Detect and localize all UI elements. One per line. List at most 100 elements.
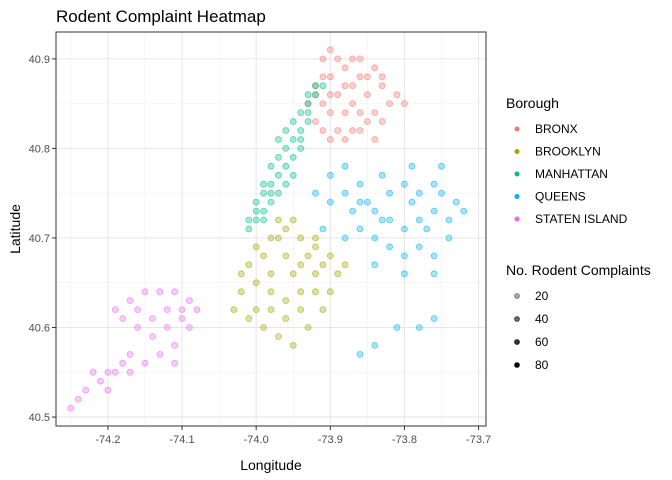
data-point-manhattan bbox=[252, 198, 260, 206]
data-point-bronx bbox=[341, 136, 349, 143]
data-point-queens bbox=[415, 189, 423, 197]
data-point-staten-island bbox=[163, 324, 171, 331]
data-point-manhattan bbox=[312, 91, 319, 99]
data-point-queens bbox=[445, 234, 453, 242]
data-point-brooklyn bbox=[252, 279, 260, 287]
data-point-brooklyn bbox=[297, 288, 305, 296]
data-point-bronx bbox=[341, 82, 349, 90]
data-point-brooklyn bbox=[334, 270, 342, 278]
legend-key-manhattan bbox=[514, 171, 520, 177]
plot-panel bbox=[55, 31, 487, 427]
data-point-manhattan bbox=[304, 91, 312, 99]
data-point-brooklyn bbox=[267, 234, 275, 242]
data-point-queens bbox=[423, 225, 431, 233]
data-point-queens bbox=[341, 162, 349, 170]
data-point-queens bbox=[415, 216, 423, 224]
data-point-staten-island bbox=[104, 368, 112, 376]
data-point-bronx bbox=[371, 136, 379, 143]
data-point-bronx bbox=[356, 109, 364, 116]
data-point-bronx bbox=[356, 127, 364, 134]
data-point-brooklyn bbox=[289, 341, 297, 349]
data-point-staten-island bbox=[126, 350, 134, 358]
data-point-staten-island bbox=[82, 386, 90, 394]
data-point-queens bbox=[386, 189, 394, 197]
data-point-queens bbox=[400, 270, 408, 278]
y-axis: 40.5 40.6 40.7 40.8 40.9 bbox=[29, 54, 56, 424]
data-point-staten-island bbox=[156, 288, 164, 296]
data-point-staten-island bbox=[74, 395, 82, 403]
legend-key-complaints bbox=[514, 293, 520, 299]
data-point-bronx bbox=[349, 127, 357, 134]
data-point-bronx bbox=[319, 127, 327, 134]
data-point-queens bbox=[430, 270, 438, 278]
data-point-bronx bbox=[356, 55, 364, 63]
data-point-manhattan bbox=[267, 180, 275, 188]
data-point-manhattan bbox=[274, 153, 282, 161]
data-point-queens bbox=[408, 162, 416, 170]
data-point-brooklyn bbox=[312, 288, 319, 296]
data-point-staten-island bbox=[178, 315, 186, 322]
data-point-manhattan bbox=[260, 216, 268, 224]
complaints-legend: No. Rodent Complaints 20 40 60 80 bbox=[506, 262, 651, 372]
data-point-brooklyn bbox=[297, 306, 305, 314]
data-point-manhattan bbox=[289, 171, 297, 179]
data-points bbox=[67, 46, 468, 412]
data-point-brooklyn bbox=[245, 261, 253, 269]
data-point-brooklyn bbox=[274, 234, 282, 242]
data-point-queens bbox=[430, 315, 438, 322]
data-point-staten-island bbox=[134, 306, 142, 314]
legend-label: MANHATTAN bbox=[535, 167, 608, 181]
data-point-queens bbox=[363, 198, 371, 206]
data-point-brooklyn bbox=[312, 243, 319, 251]
data-point-bronx bbox=[334, 127, 342, 134]
legend-label: 20 bbox=[535, 289, 549, 303]
data-point-bronx bbox=[326, 136, 334, 143]
data-point-bronx bbox=[326, 73, 334, 81]
data-point-queens bbox=[378, 171, 386, 179]
data-point-brooklyn bbox=[326, 252, 334, 260]
y-axis-title: Latitude bbox=[7, 204, 23, 254]
data-point-queens bbox=[445, 216, 453, 224]
data-point-bronx bbox=[393, 91, 401, 99]
data-point-manhattan bbox=[282, 144, 290, 152]
data-point-brooklyn bbox=[304, 324, 312, 331]
data-point-bronx bbox=[386, 100, 394, 107]
data-point-manhattan bbox=[304, 118, 312, 125]
borough-legend: Borough BRONX BROOKLYN MANHATTAN QUEENS STAT… bbox=[506, 95, 628, 226]
data-point-queens bbox=[371, 207, 379, 215]
data-point-queens bbox=[393, 324, 401, 331]
chart-title: Rodent Complaint Heatmap bbox=[56, 7, 266, 26]
data-point-queens bbox=[460, 207, 468, 215]
legend-key-staten-island bbox=[514, 216, 520, 222]
legend-label: BROOKLYN bbox=[535, 145, 601, 159]
data-point-brooklyn bbox=[312, 270, 319, 278]
y-tick-label: 40.5 bbox=[29, 412, 50, 424]
data-point-queens bbox=[386, 243, 394, 251]
data-point-brooklyn bbox=[274, 216, 282, 224]
data-point-brooklyn bbox=[282, 315, 290, 322]
y-tick-label: 40.7 bbox=[29, 233, 50, 245]
data-point-staten-island bbox=[156, 350, 164, 358]
legend-label: 80 bbox=[535, 358, 549, 372]
data-point-brooklyn bbox=[237, 270, 245, 278]
y-tick-label: 40.8 bbox=[29, 143, 50, 155]
data-point-queens bbox=[400, 252, 408, 260]
data-point-brooklyn bbox=[289, 270, 297, 278]
data-point-queens bbox=[356, 180, 364, 188]
x-axis: -74.2 -74.1 -74.0 -73.9 -73.8 -73.7 bbox=[95, 426, 491, 446]
complaints-legend-title: No. Rodent Complaints bbox=[506, 262, 651, 278]
y-tick-label: 40.9 bbox=[29, 54, 50, 66]
legend-label: 40 bbox=[535, 312, 549, 326]
data-point-bronx bbox=[326, 109, 334, 116]
data-point-bronx bbox=[363, 118, 371, 125]
data-point-manhattan bbox=[267, 189, 275, 197]
data-point-bronx bbox=[349, 100, 357, 107]
data-point-manhattan bbox=[274, 171, 282, 179]
data-point-manhattan bbox=[252, 216, 260, 224]
x-tick-label: -73.9 bbox=[318, 434, 343, 446]
data-point-brooklyn bbox=[230, 306, 238, 314]
data-point-bronx bbox=[341, 64, 349, 72]
data-point-manhattan bbox=[297, 144, 305, 152]
data-point-manhattan bbox=[260, 180, 268, 188]
legend-key-complaints bbox=[514, 316, 520, 322]
